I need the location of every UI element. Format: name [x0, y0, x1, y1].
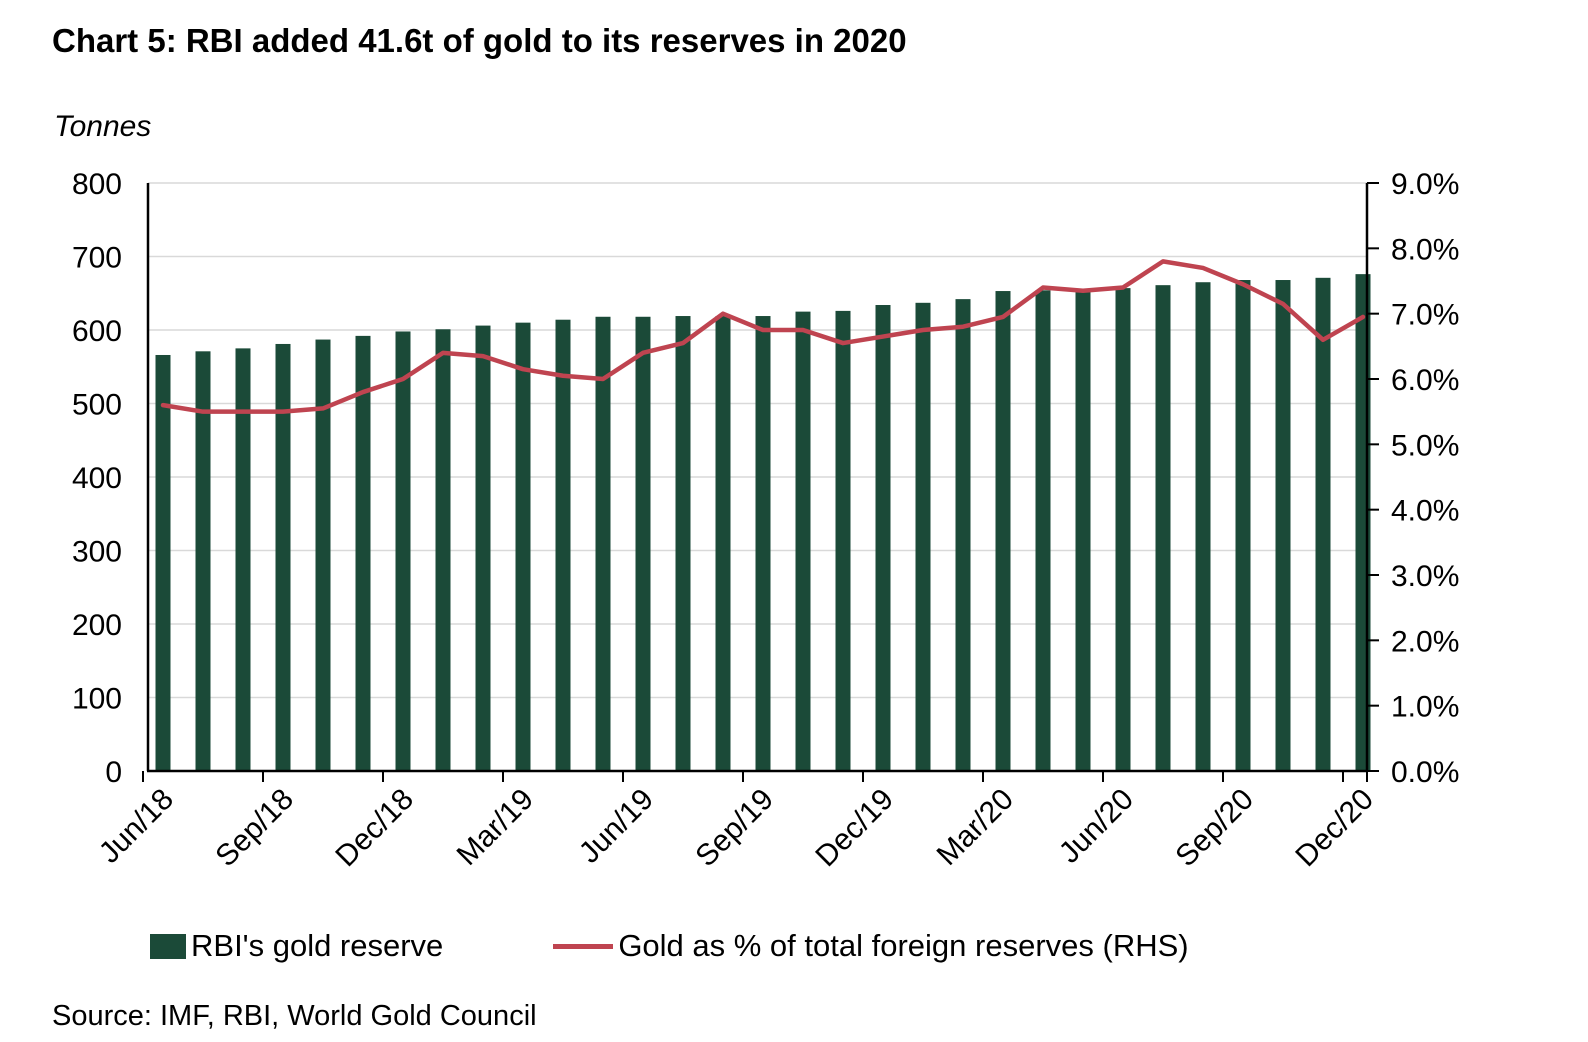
- gold-reserve-bar-Mar/20: [995, 291, 1011, 771]
- right-axis-tick-label: 3.0%: [1391, 560, 1459, 593]
- y-axis-tick-label: 200: [72, 609, 122, 642]
- gold-reserve-bar-Sep/20: [1235, 280, 1251, 771]
- gold-reserve-bar-Dec/18: [395, 331, 411, 771]
- y-axis-tick-label: 300: [72, 536, 122, 569]
- gold-reserve-bar-Mar/19: [515, 322, 531, 771]
- right-axis-tick-label: 7.0%: [1391, 299, 1459, 332]
- source-text: Source: IMF, RBI, World Gold Council: [52, 1000, 537, 1032]
- gold-reserve-bar-Oct/19: [795, 311, 811, 771]
- gold-reserve-bar-Jun/20: [1115, 288, 1131, 771]
- x-axis-tick-label: Jun/20: [1053, 783, 1140, 870]
- legend-item-gold-share: Gold as % of total foreign reserves (RHS…: [553, 928, 1189, 964]
- right-axis-tick-label: 5.0%: [1391, 429, 1459, 462]
- gold-reserve-bar-Sep/18: [275, 343, 291, 771]
- gold-reserve-bar-Oct/20: [1275, 280, 1291, 771]
- y-axis-tick-label: 600: [72, 315, 122, 348]
- y-axis-tick-label: 700: [72, 242, 122, 275]
- line-legend-swatch-icon: [553, 943, 614, 949]
- legend-label-gold-reserve: RBI's gold reserve: [191, 928, 444, 963]
- x-axis-tick-label: Sep/20: [1169, 783, 1260, 874]
- gold-reserve-bar-Feb/20: [955, 299, 971, 771]
- gold-reserve-bar-Aug/19: [715, 316, 731, 771]
- gold-reserve-bar-Aug/20: [1195, 282, 1211, 771]
- x-axis-tick-label: Jun/19: [573, 783, 660, 870]
- gold-share-line: [160, 259, 1366, 414]
- legend-item-gold-reserve: RBI's gold reserve: [150, 928, 443, 964]
- gold-reserve-bar-Nov/19: [835, 310, 851, 771]
- gold-reserve-bar-Aug/18: [235, 348, 251, 771]
- gold-reserve-bar-Jan/20: [915, 302, 931, 771]
- legend-label-gold-share: Gold as % of total foreign reserves (RHS…: [618, 928, 1189, 963]
- chart-legend: RBI's gold reserve Gold as % of total fo…: [150, 928, 1189, 964]
- gold-reserve-bar-Jul/20: [1155, 285, 1171, 771]
- gold-reserve-bar-Dec/19: [875, 305, 891, 771]
- right-axis-tick-label: 6.0%: [1391, 364, 1459, 397]
- y-axis-tick-label: 500: [72, 389, 122, 422]
- gold-reserve-bar-Sep/19: [755, 316, 771, 771]
- x-axis-tick-label: Dec/20: [1289, 783, 1380, 874]
- x-axis-tick-label: Jun/18: [93, 783, 180, 870]
- y-axis-tick-label: 0: [105, 756, 122, 789]
- gold-reserve-bar-Oct/18: [315, 339, 331, 771]
- right-axis-tick-label: 9.0%: [1391, 168, 1459, 201]
- right-axis-tick-label: 8.0%: [1391, 233, 1459, 266]
- right-axis-tick-label: 1.0%: [1391, 691, 1459, 724]
- right-axis-tick-label: 2.0%: [1391, 625, 1459, 658]
- gold-reserve-bar-Jun/19: [635, 316, 651, 771]
- gold-reserve-bar-May/20: [1075, 289, 1091, 771]
- gold-reserve-bar-Nov/18: [355, 335, 371, 771]
- y-axis-tick-label: 100: [72, 683, 122, 716]
- chart-title: Chart 5: RBI added 41.6t of gold to its …: [52, 22, 907, 59]
- x-axis-tick-label: Dec/18: [329, 783, 420, 874]
- x-axis-tick-label: Sep/18: [209, 783, 300, 874]
- gold-reserve-bar-May/19: [595, 316, 611, 771]
- left-axis-unit-label: Tonnes: [54, 110, 152, 143]
- gold-reserve-bar-Apr/20: [1035, 290, 1051, 771]
- gold-reserve-bar-Jan/19: [435, 329, 451, 771]
- gold-reserve-bar-Nov/20: [1315, 277, 1331, 771]
- gold-reserve-bar-Jul/19: [675, 316, 691, 771]
- bar-legend-swatch-icon: [150, 933, 186, 959]
- gold-reserve-bar-Jun/18: [155, 354, 171, 771]
- x-axis-tick-label: Sep/19: [689, 783, 780, 874]
- right-axis-tick-label: 0.0%: [1391, 756, 1459, 789]
- gold-reserve-bar-Jul/18: [195, 351, 211, 771]
- y-axis-tick-label: 800: [72, 168, 122, 201]
- x-axis-tick-label: Mar/20: [931, 783, 1020, 872]
- gold-reserve-bar-Apr/19: [555, 319, 571, 771]
- right-axis-tick-label: 4.0%: [1391, 495, 1459, 528]
- x-axis-tick-label: Mar/19: [451, 783, 540, 872]
- y-axis-tick-label: 400: [72, 462, 122, 495]
- gold-reserve-bar-Feb/19: [475, 325, 491, 771]
- x-axis-tick-label: Dec/19: [809, 783, 900, 874]
